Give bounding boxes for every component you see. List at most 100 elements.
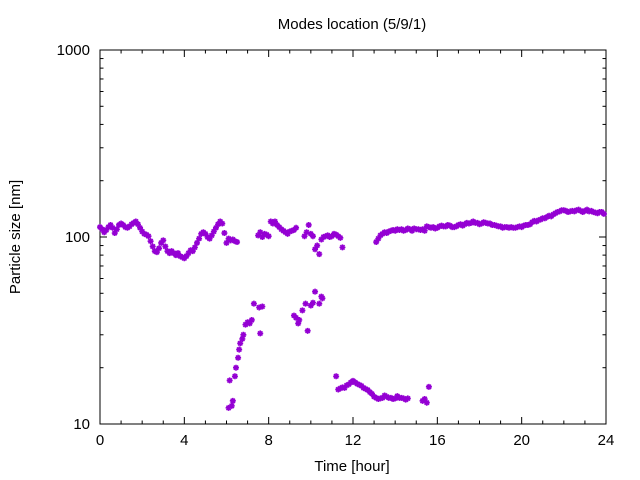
data-point bbox=[271, 218, 278, 225]
data-point bbox=[189, 248, 196, 255]
data-point bbox=[333, 373, 340, 380]
data-point bbox=[147, 238, 154, 245]
data-point bbox=[265, 233, 272, 240]
data-point bbox=[156, 245, 163, 252]
data-point bbox=[208, 232, 215, 239]
data-point bbox=[151, 248, 158, 255]
data-point bbox=[423, 399, 430, 406]
data-point bbox=[248, 316, 255, 323]
data-point bbox=[409, 227, 416, 234]
data-point bbox=[202, 230, 209, 237]
data-point bbox=[301, 233, 308, 240]
data-point bbox=[134, 221, 141, 228]
data-point bbox=[421, 227, 428, 234]
data-point bbox=[259, 234, 266, 240]
data-point bbox=[322, 233, 329, 240]
data-point bbox=[185, 250, 192, 257]
data-point bbox=[284, 230, 291, 237]
data-point bbox=[246, 320, 253, 327]
data-point bbox=[231, 238, 238, 245]
data-point bbox=[314, 242, 321, 249]
data-point bbox=[341, 384, 348, 391]
data-point bbox=[242, 321, 249, 328]
data-point bbox=[425, 383, 432, 390]
data-point bbox=[137, 224, 144, 231]
x-tick-label: 20 bbox=[513, 432, 530, 449]
data-point bbox=[191, 244, 198, 251]
data-point bbox=[240, 331, 247, 338]
data-point bbox=[307, 230, 314, 237]
y-tick-label: 1000 bbox=[57, 42, 90, 59]
data-point bbox=[109, 224, 116, 231]
x-tick-label: 24 bbox=[598, 432, 615, 449]
data-point bbox=[404, 395, 411, 402]
data-point bbox=[379, 394, 386, 401]
data-point bbox=[183, 253, 190, 260]
data-point bbox=[236, 346, 243, 353]
data-point bbox=[256, 304, 263, 311]
data-point bbox=[221, 230, 228, 237]
data-point bbox=[139, 228, 146, 235]
data-points bbox=[97, 206, 607, 411]
x-tick-label: 4 bbox=[180, 432, 188, 449]
data-point bbox=[295, 320, 302, 327]
data-point bbox=[312, 288, 319, 295]
data-point bbox=[302, 300, 309, 307]
data-point bbox=[316, 300, 323, 307]
data-point bbox=[145, 233, 152, 240]
data-point bbox=[255, 232, 262, 239]
y-axis-label: Particle size [nm] bbox=[7, 180, 24, 294]
x-tick-label: 0 bbox=[96, 432, 104, 449]
data-point bbox=[99, 226, 106, 233]
data-point bbox=[239, 335, 246, 342]
data-point bbox=[326, 234, 333, 240]
data-point bbox=[316, 251, 323, 258]
data-point bbox=[153, 249, 160, 256]
data-point bbox=[304, 327, 311, 334]
data-point bbox=[375, 235, 382, 242]
data-point bbox=[103, 227, 110, 234]
data-point bbox=[328, 233, 335, 240]
x-tick-label: 16 bbox=[429, 432, 446, 449]
data-point bbox=[232, 364, 239, 371]
data-point bbox=[257, 229, 264, 236]
data-point bbox=[392, 395, 399, 402]
data-point bbox=[227, 237, 234, 244]
data-point bbox=[320, 234, 327, 240]
data-point bbox=[228, 402, 235, 409]
axis-ticks bbox=[99, 49, 607, 425]
data-point bbox=[160, 237, 167, 244]
data-point bbox=[212, 224, 219, 231]
data-point bbox=[259, 303, 266, 310]
data-point bbox=[111, 230, 118, 237]
data-point bbox=[193, 239, 200, 246]
x-tick-label: 12 bbox=[345, 432, 362, 449]
data-point bbox=[107, 221, 114, 228]
data-point bbox=[225, 404, 232, 411]
data-point bbox=[373, 239, 380, 246]
data-point bbox=[600, 210, 607, 217]
data-point bbox=[293, 314, 300, 321]
data-point bbox=[307, 302, 314, 309]
data-point bbox=[206, 235, 213, 242]
data-point bbox=[421, 396, 428, 403]
data-point bbox=[113, 226, 120, 233]
data-point bbox=[175, 250, 182, 257]
data-point bbox=[219, 220, 226, 227]
data-point bbox=[215, 221, 222, 228]
data-point bbox=[309, 299, 316, 306]
tick-labels: 0 4 8 12 16 20 24 10 100 1000 bbox=[57, 42, 615, 449]
data-point bbox=[101, 229, 108, 236]
data-point bbox=[149, 243, 156, 250]
chart-title: Modes location (5/9/1) bbox=[278, 16, 426, 33]
data-point bbox=[318, 236, 325, 243]
data-point bbox=[223, 239, 230, 246]
data-point bbox=[303, 229, 310, 236]
data-point bbox=[229, 397, 236, 404]
y-tick-label: 100 bbox=[65, 229, 90, 246]
data-point bbox=[339, 244, 346, 251]
data-point bbox=[235, 354, 242, 361]
x-axis-label: Time [hour] bbox=[314, 458, 389, 475]
data-point bbox=[132, 218, 139, 225]
